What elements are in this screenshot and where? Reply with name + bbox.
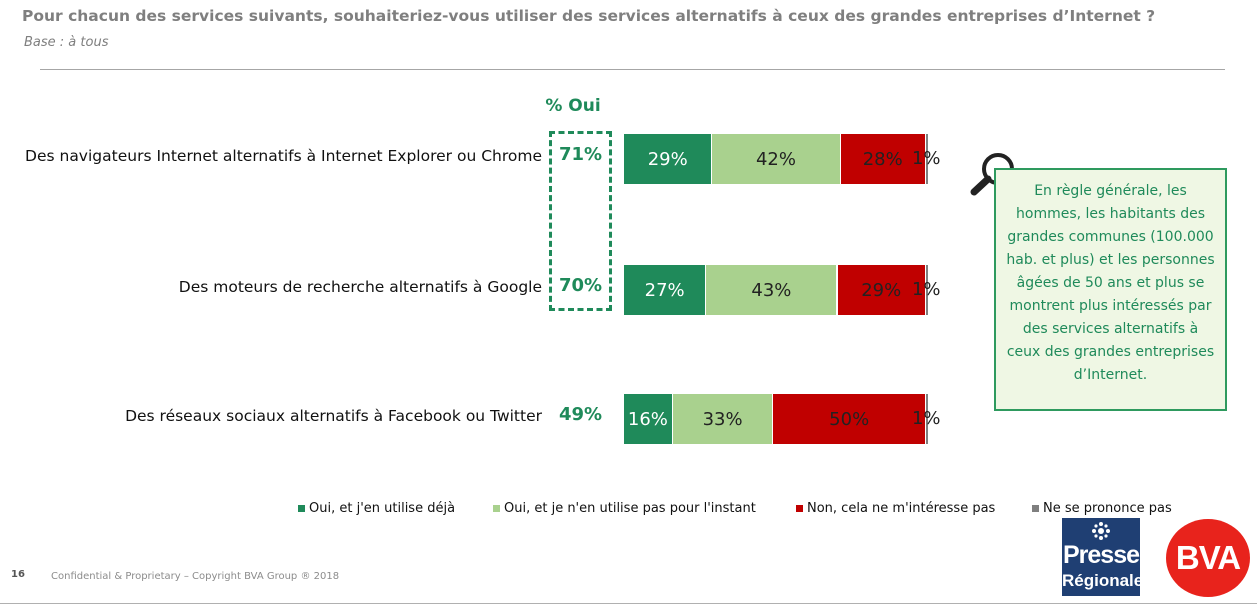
bar-segment xyxy=(925,134,929,184)
insight-callout: En règle générale, les hommes, les habit… xyxy=(994,168,1227,411)
legend-swatch xyxy=(796,505,803,512)
legend-label: Ne se prononce pas xyxy=(1043,501,1172,516)
bar-value-label: 33% xyxy=(702,408,743,430)
chart-subtitle: Base : à tous xyxy=(24,35,109,50)
chart-title: Pour chacun des services suivants, souha… xyxy=(22,7,1156,25)
bar-segment: 50% xyxy=(773,394,926,444)
bar-segment: 43% xyxy=(706,265,838,315)
presse-regionale-logo: Presse Régionale xyxy=(1062,518,1144,596)
footer-divider xyxy=(0,603,1257,604)
bar-segment: 27% xyxy=(624,265,707,315)
legend-swatch xyxy=(298,505,305,512)
legend-label: Oui, et j'en utilise déjà xyxy=(309,501,456,516)
bar-value-label: 1% xyxy=(911,408,941,429)
bva-logo: BVA xyxy=(1166,519,1250,597)
legend-label: Oui, et je n'en utilise pas pour l'insta… xyxy=(504,501,756,516)
category-label: Des navigateurs Internet alternatifs à I… xyxy=(25,147,542,165)
bar-segment: 33% xyxy=(672,394,774,444)
bar-segment: 42% xyxy=(712,134,841,184)
presse-logo-line2: Régionale xyxy=(1062,571,1144,590)
presse-emblem-icon xyxy=(1092,522,1110,540)
copyright-text: Confidential & Proprietary – Copyright B… xyxy=(51,571,340,582)
pct-oui-value: 71% xyxy=(558,144,603,165)
pct-oui-value: 70% xyxy=(558,275,603,296)
bar-value-label: 1% xyxy=(911,279,941,300)
bar-value-label: 42% xyxy=(755,148,796,170)
presse-logo-line1: Presse xyxy=(1062,541,1140,569)
category-label: Des moteurs de recherche alternatifs à G… xyxy=(178,278,542,296)
bar-segment: 28% xyxy=(840,134,926,184)
pct-oui-value: 49% xyxy=(558,404,603,425)
bar-value-label: 28% xyxy=(862,148,903,170)
bar-value-label: 29% xyxy=(861,279,902,301)
bar-value-label: 43% xyxy=(751,279,792,301)
bar-value-label: 50% xyxy=(829,408,870,430)
legend-item: Ne se prononce pas xyxy=(1032,501,1172,516)
pct-oui-highlight-box xyxy=(549,131,612,311)
bar-segment: 29% xyxy=(837,265,926,315)
legend-item: Oui, et j'en utilise déjà xyxy=(298,501,455,516)
bar-value-label: 29% xyxy=(647,148,688,170)
bar-segment xyxy=(925,265,929,315)
bar-value-label: 16% xyxy=(627,408,668,430)
page-number: 16 xyxy=(11,569,25,580)
legend-swatch xyxy=(1032,505,1039,512)
bar-segment xyxy=(925,394,929,444)
category-label: Des réseaux sociaux alternatifs à Facebo… xyxy=(125,407,542,425)
pct-oui-header: % Oui xyxy=(545,96,601,116)
bar-value-label: 1% xyxy=(911,148,941,169)
legend-item: Non, cela ne m'intéresse pas xyxy=(796,501,995,516)
bar-segment: 16% xyxy=(624,394,673,444)
bar-value-label: 27% xyxy=(644,279,685,301)
bar-segment: 29% xyxy=(624,134,713,184)
chart-legend: Oui, et j'en utilise déjà Oui, et je n'en… xyxy=(0,501,1257,521)
legend-swatch xyxy=(493,505,500,512)
header-divider xyxy=(40,69,1225,70)
legend-label: Non, cela ne m'intéresse pas xyxy=(807,501,996,516)
legend-item: Oui, et je n'en utilise pas pour l'insta… xyxy=(493,501,756,516)
